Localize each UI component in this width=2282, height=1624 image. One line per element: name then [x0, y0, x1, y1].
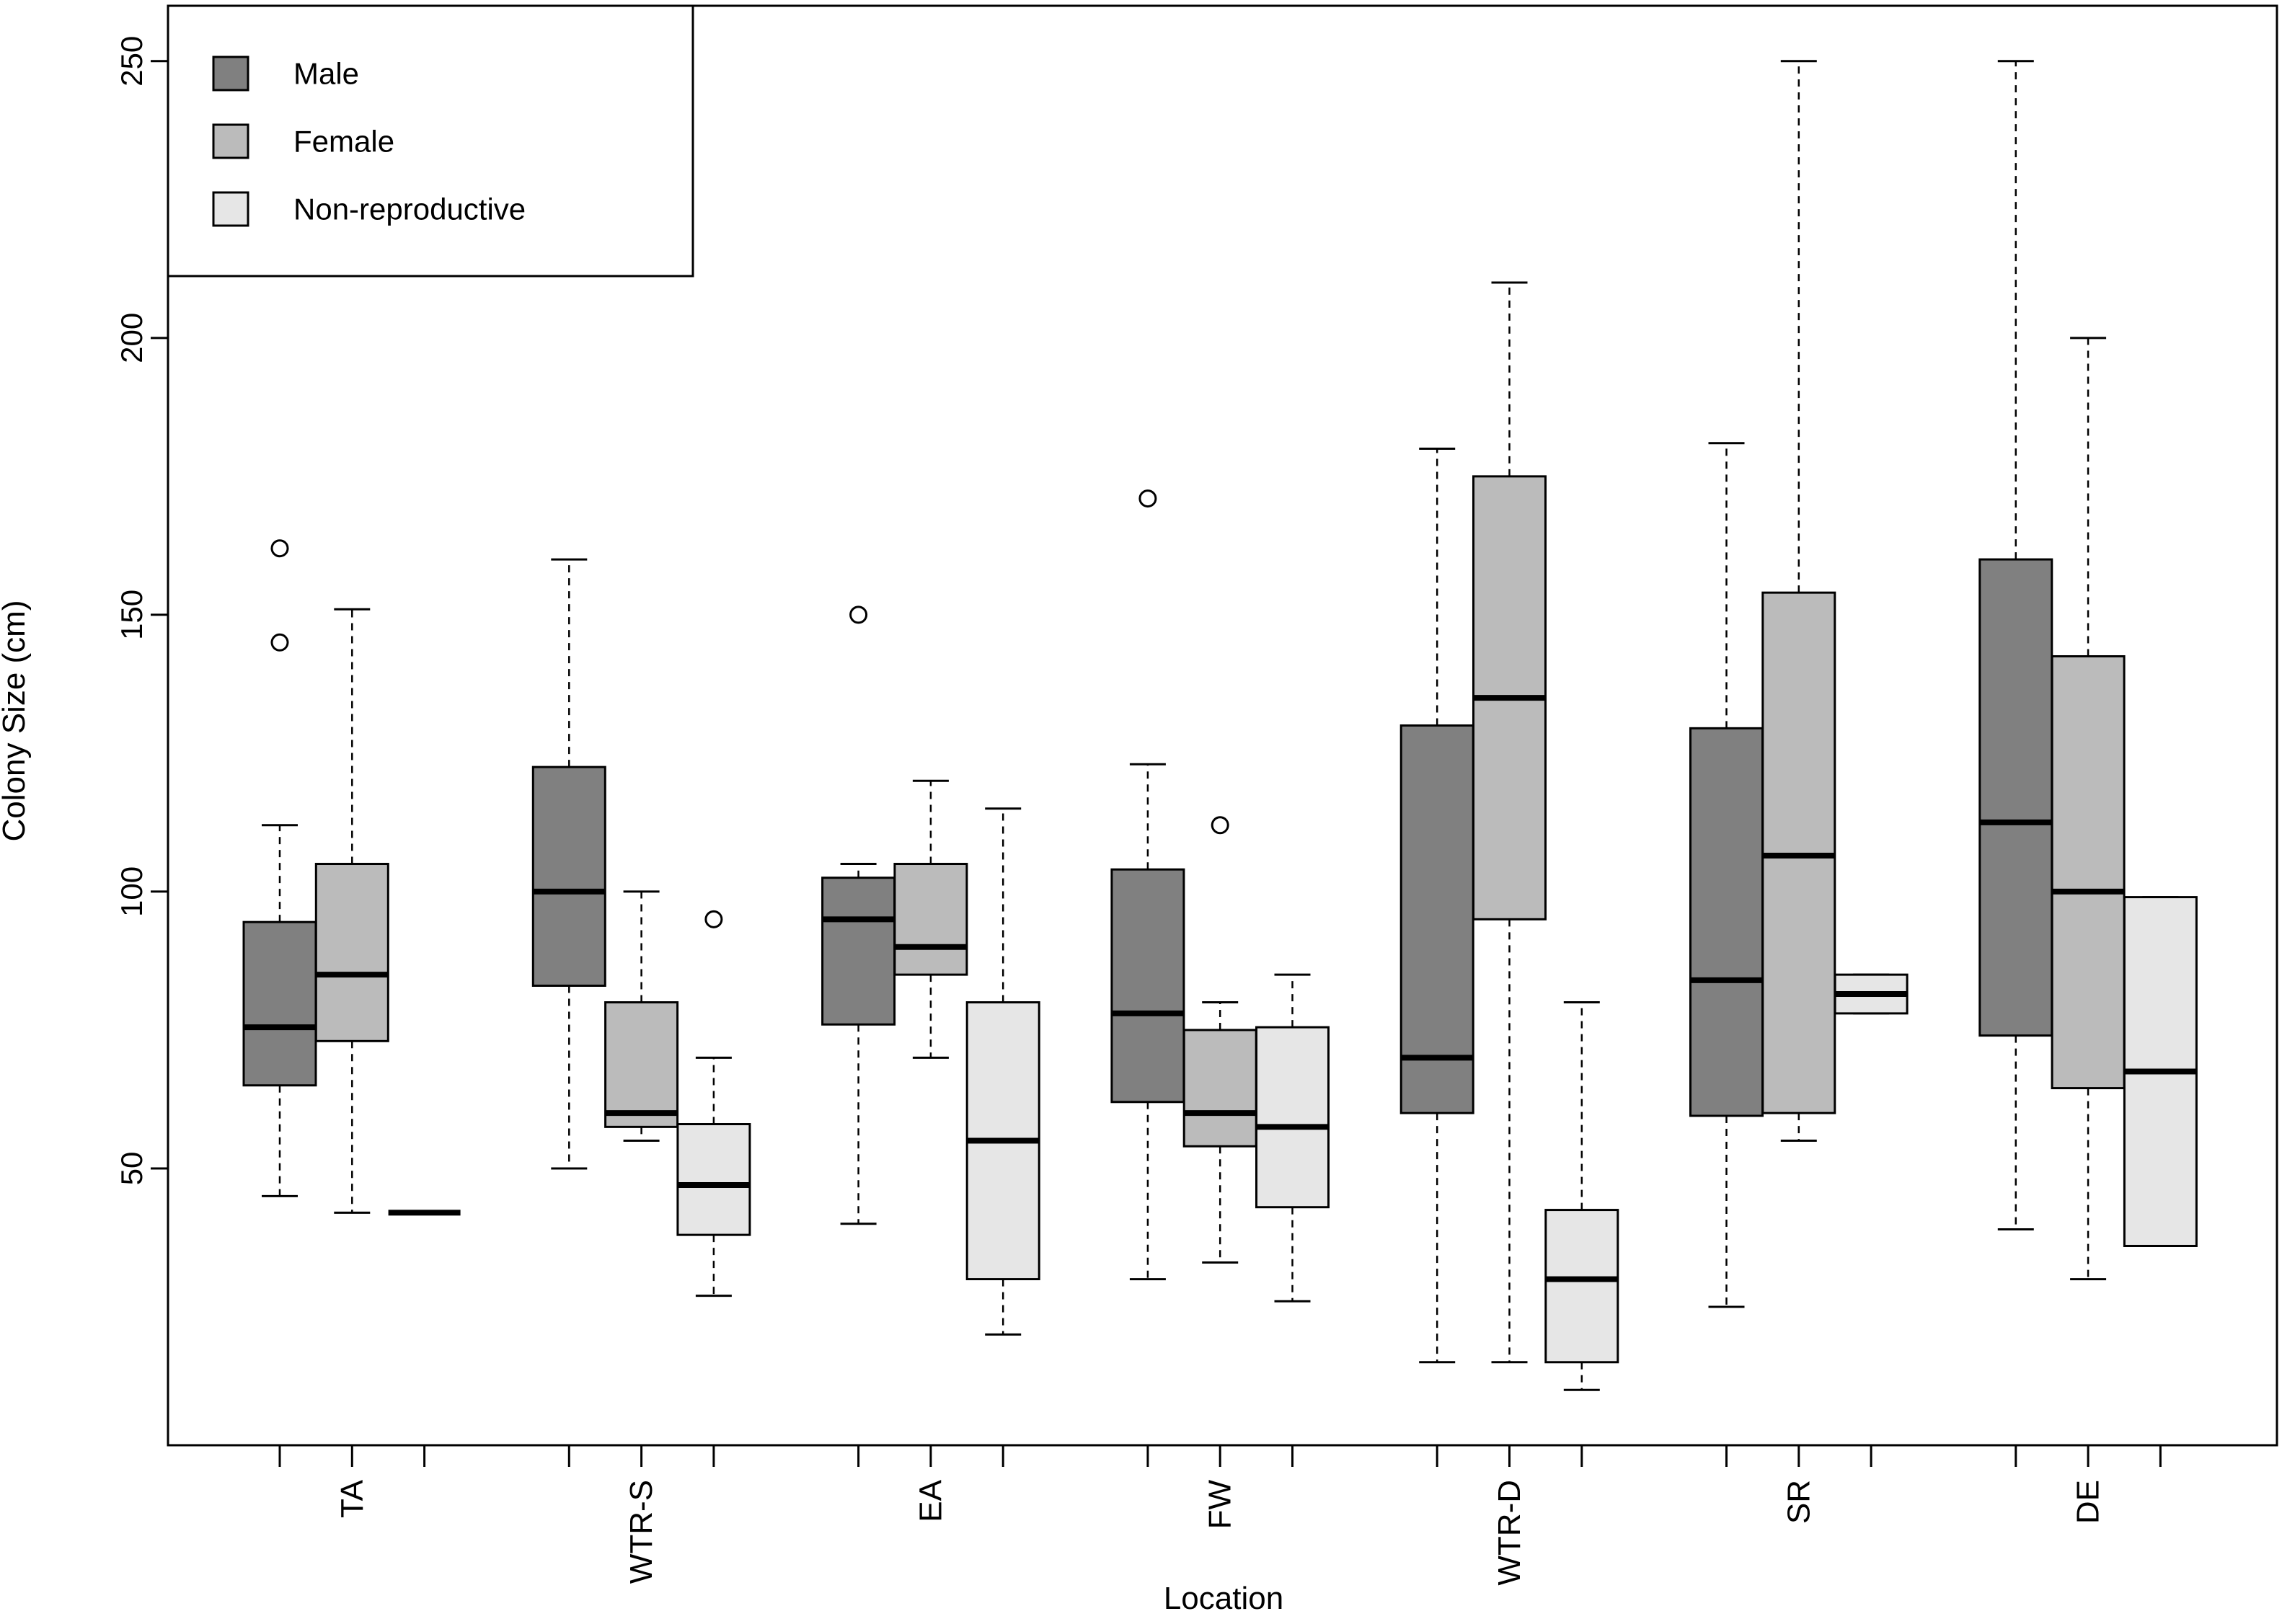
legend-swatch — [212, 123, 249, 159]
box — [676, 1123, 751, 1236]
legend: Male Female Non-reproductive — [167, 4, 694, 278]
box — [1978, 558, 2053, 1037]
y-tick-label: 150 — [115, 590, 149, 640]
outlier-point — [1211, 816, 1229, 835]
box — [2051, 655, 2126, 1090]
outlier-point — [270, 539, 289, 558]
legend-frame — [167, 4, 694, 278]
x-tick-label: FW — [1203, 1480, 1238, 1530]
box — [1255, 1026, 1330, 1209]
box — [604, 1001, 679, 1128]
x-tick-label: EA — [913, 1479, 948, 1522]
outlier-point — [1138, 489, 1157, 508]
x-axis-label: Location — [1164, 1581, 1283, 1616]
box — [821, 877, 896, 1026]
x-tick-label: WTR-D — [1492, 1480, 1527, 1586]
outlier-point — [849, 605, 868, 624]
legend-label: Non-reproductive — [293, 192, 526, 226]
x-tick-label: TA — [335, 1479, 370, 1518]
legend-swatch — [212, 56, 249, 92]
box — [893, 863, 968, 976]
y-tick-label: 50 — [115, 1152, 149, 1186]
y-tick-label: 200 — [115, 313, 149, 363]
box — [531, 766, 606, 987]
plot-area: 50 100 150 200 250 TA WTR-S EA FW WTR-D SR DE — [115, 4, 2278, 1586]
box — [1110, 868, 1185, 1104]
box — [242, 920, 317, 1087]
legend-label: Female — [293, 125, 394, 159]
box — [1182, 1029, 1257, 1148]
x-tick-label: WTR-S — [624, 1480, 659, 1584]
box — [314, 863, 389, 1042]
y-tick-label: 100 — [115, 866, 149, 917]
box — [1689, 727, 1764, 1117]
box — [1399, 724, 1474, 1114]
box — [1544, 1209, 1619, 1364]
legend-label: Male — [293, 57, 359, 91]
y-axis-label: Colony Size (cm) — [0, 600, 32, 842]
x-tick-label: SR — [1781, 1480, 1816, 1524]
plot-frame — [167, 4, 2278, 1447]
outlier-point — [270, 633, 289, 652]
legend-swatch — [212, 191, 249, 227]
y-tick-label: 250 — [115, 36, 149, 86]
outlier-point — [704, 910, 723, 928]
x-tick-label: DE — [2071, 1480, 2106, 1524]
